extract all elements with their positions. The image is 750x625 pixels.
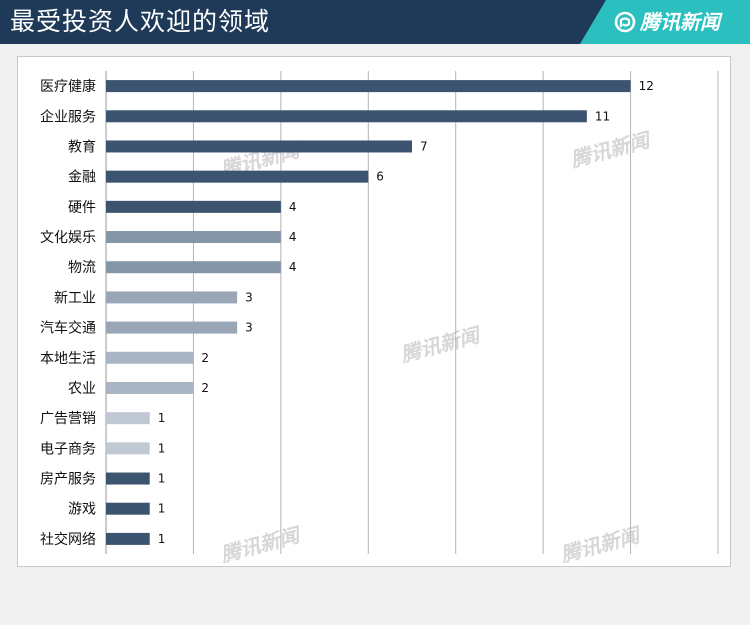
value-label: 1 (158, 472, 166, 486)
bar (106, 351, 194, 364)
tencent-news-logo-icon (614, 11, 636, 33)
category-label: 游戏 (68, 502, 96, 518)
category-label: 企业服务 (40, 108, 96, 125)
value-label: 6 (376, 170, 384, 184)
bar (106, 110, 587, 123)
category-label: 电子商务 (40, 441, 96, 457)
bar (106, 231, 281, 244)
bar (106, 170, 369, 183)
watermark-text: 腾讯新闻 (217, 522, 304, 566)
value-label: 1 (158, 411, 166, 425)
bar (106, 140, 412, 153)
value-label: 1 (158, 441, 166, 455)
bar (106, 80, 631, 93)
value-label: 3 (245, 321, 253, 335)
category-label: 房产服务 (40, 472, 96, 488)
brand-name: 腾讯新闻 (640, 10, 720, 34)
watermarks: 腾讯新闻 腾讯新闻 腾讯新闻 腾讯新闻 腾讯新闻 (217, 127, 654, 566)
bar (106, 412, 150, 425)
value-label: 12 (639, 79, 654, 93)
value-label: 11 (595, 109, 610, 123)
bar (106, 532, 150, 545)
value-label: 4 (289, 200, 297, 214)
category-label: 物流 (68, 260, 96, 276)
bar (106, 261, 281, 274)
category-label: 汽车交通 (40, 320, 96, 337)
value-label: 2 (201, 381, 209, 395)
category-label: 硬件 (68, 200, 96, 216)
category-label: 文化娱乐 (40, 230, 96, 246)
value-label: 4 (289, 260, 297, 274)
category-label: 农业 (68, 381, 96, 397)
value-label: 4 (289, 230, 297, 244)
value-label: 3 (245, 290, 253, 304)
bar (106, 321, 238, 334)
watermark-text: 腾讯新闻 (567, 127, 654, 172)
bar (106, 200, 281, 213)
value-label: 7 (420, 139, 428, 153)
category-label: 医疗健康 (40, 78, 96, 95)
bar (106, 381, 194, 394)
watermark-text: 腾讯新闻 (397, 322, 484, 367)
category-label: 社交网络 (40, 531, 96, 548)
chart-panel: 腾讯新闻 腾讯新闻 腾讯新闻 腾讯新闻 腾讯新闻 医疗健康 12 企业服务 11 教育 7… (17, 56, 731, 567)
bars (106, 80, 631, 545)
value-label: 1 (158, 532, 166, 546)
watermark-text: 腾讯新闻 (557, 522, 644, 566)
header-bar: 最受投资人欢迎的领域 腾讯新闻 (0, 0, 750, 44)
value-label: 2 (201, 351, 209, 365)
category-label: 新工业 (54, 290, 96, 306)
bar (106, 442, 150, 455)
page-title: 最受投资人欢迎的领域 (10, 7, 271, 36)
category-label: 本地生活 (40, 351, 96, 367)
category-label: 金融 (68, 170, 96, 186)
category-label: 教育 (68, 139, 96, 155)
category-label: 广告营销 (40, 411, 96, 427)
brand-badge: 腾讯新闻 (580, 0, 750, 44)
bar (106, 472, 150, 485)
bar (106, 502, 150, 515)
value-label: 1 (158, 502, 166, 516)
bar (106, 291, 238, 304)
